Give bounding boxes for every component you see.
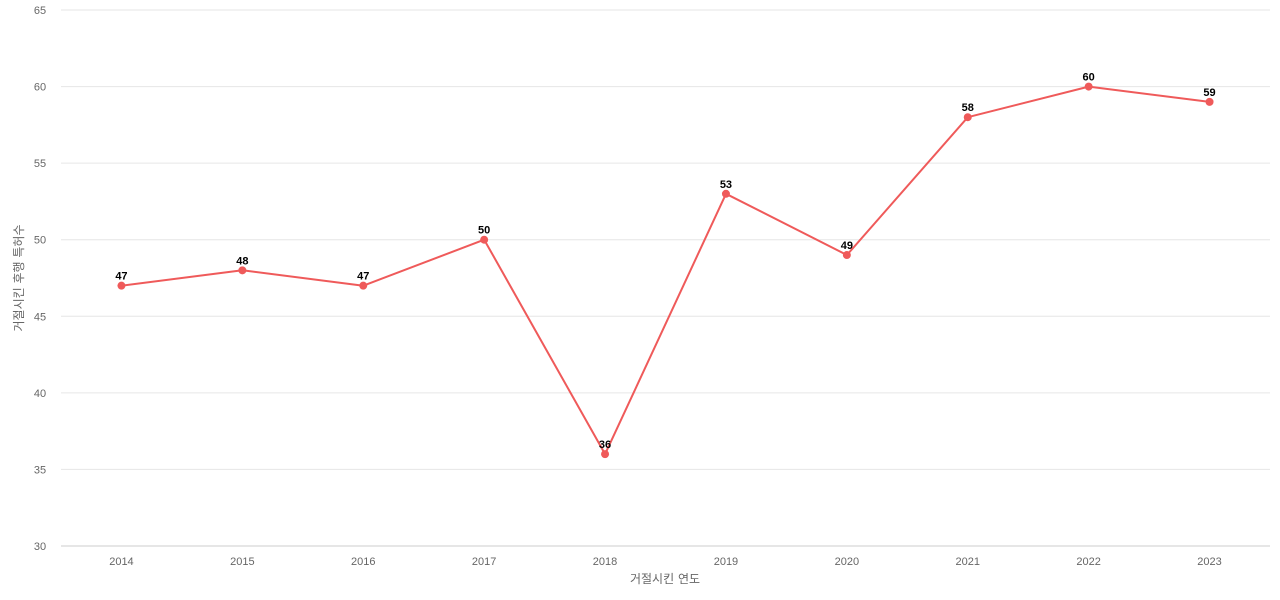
x-tick-label: 2016 xyxy=(351,556,375,568)
data-label: 48 xyxy=(236,255,248,267)
data-point[interactable] xyxy=(480,235,489,244)
data-label: 47 xyxy=(357,271,369,283)
data-point[interactable] xyxy=(359,281,368,290)
data-point[interactable] xyxy=(721,189,730,198)
y-tick-label: 55 xyxy=(34,158,46,170)
x-tick-label: 2015 xyxy=(230,556,254,568)
y-tick-label: 30 xyxy=(34,541,46,553)
data-label: 53 xyxy=(720,179,732,191)
data-point[interactable] xyxy=(601,450,610,459)
x-tick-label: 2022 xyxy=(1076,556,1100,568)
x-tick-label: 2018 xyxy=(593,556,617,568)
data-label: 60 xyxy=(1083,72,1095,84)
x-axis-title: 거절시킨 연도 xyxy=(630,572,700,586)
data-point[interactable] xyxy=(963,113,972,122)
data-point[interactable] xyxy=(1205,97,1214,106)
data-point[interactable] xyxy=(842,251,851,260)
x-axis-ticks: 2014 2015 2016 2017 2018 2019 2020 2021 2022 2023 xyxy=(109,556,1222,568)
data-label: 49 xyxy=(841,240,853,252)
x-tick-label: 2014 xyxy=(109,556,133,568)
y-axis-title: 거절시킨 후행 특허수 xyxy=(11,225,26,332)
data-labels: 47 48 47 50 36 53 49 58 60 59 xyxy=(115,72,1215,452)
series-layer xyxy=(117,82,1214,459)
y-tick-label: 65 xyxy=(34,5,46,17)
data-label: 36 xyxy=(599,439,611,451)
x-tick-label: 2023 xyxy=(1197,556,1221,568)
data-label: 59 xyxy=(1203,87,1215,99)
data-point[interactable] xyxy=(1084,82,1093,91)
y-axis-ticks: 30 35 40 45 50 55 60 65 xyxy=(34,5,46,553)
x-tick-label: 2021 xyxy=(956,556,980,568)
y-tick-label: 40 xyxy=(34,388,46,400)
y-tick-label: 35 xyxy=(34,464,46,476)
x-tick-label: 2020 xyxy=(835,556,859,568)
series-line xyxy=(121,85,1210,456)
x-tick-label: 2017 xyxy=(472,556,496,568)
x-tick-label: 2019 xyxy=(714,556,738,568)
data-label: 47 xyxy=(115,271,127,283)
data-label: 58 xyxy=(962,102,974,114)
data-label: 50 xyxy=(478,225,490,237)
data-point[interactable] xyxy=(117,281,126,290)
gridlines xyxy=(61,9,1270,547)
y-tick-label: 50 xyxy=(34,235,46,247)
y-tick-label: 45 xyxy=(34,311,46,323)
data-point[interactable] xyxy=(238,266,247,275)
y-tick-label: 60 xyxy=(34,82,46,94)
